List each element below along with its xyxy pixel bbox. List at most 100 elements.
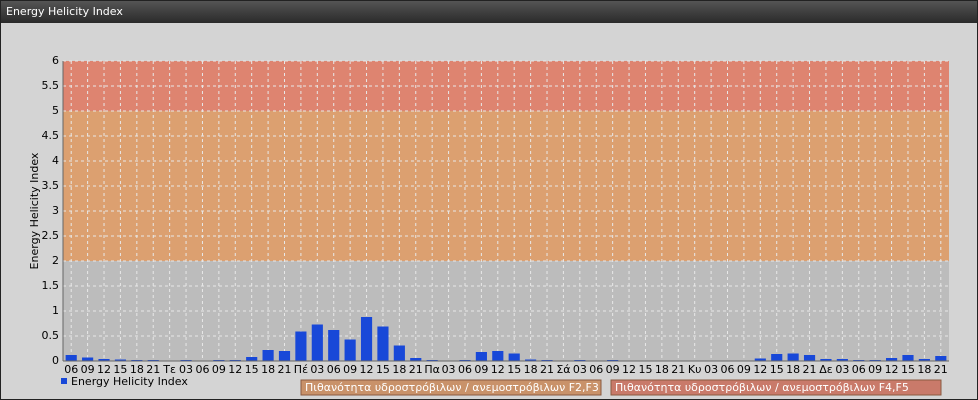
x-tick-label: 15 xyxy=(638,363,652,376)
x-tick-label: 12 xyxy=(753,363,767,376)
x-tick-label: Πέ xyxy=(294,363,308,376)
y-tick-label: 5 xyxy=(52,104,59,117)
x-tick-label: 09 xyxy=(737,363,751,376)
x-tick-label: 03 xyxy=(704,363,718,376)
bar xyxy=(295,331,307,361)
bar xyxy=(410,358,422,361)
bar xyxy=(246,357,258,361)
x-tick-label: 21 xyxy=(540,363,554,376)
y-tick-label: 3 xyxy=(52,204,59,217)
x-tick-label: 03 xyxy=(835,363,849,376)
x-tick-label: 21 xyxy=(803,363,817,376)
bar xyxy=(311,324,323,361)
chart: Energy Helicity Index 0 0.5 1 1.5 2 2.5 3 3.5 4 4… xyxy=(28,54,949,396)
y-tick-label: 2.5 xyxy=(42,229,60,242)
x-tick-label: 21 xyxy=(409,363,423,376)
x-tick-label: 06 xyxy=(195,363,209,376)
bar xyxy=(475,352,487,361)
bar xyxy=(114,359,127,361)
bar xyxy=(360,317,373,361)
x-tick-label: 15 xyxy=(245,363,259,376)
x-tick-label: 12 xyxy=(360,363,374,376)
x-tick-label: 09 xyxy=(606,363,620,376)
x-tick-label: 06 xyxy=(327,363,341,376)
x-tick-label: 06 xyxy=(721,363,735,376)
x-tick-label: 18 xyxy=(524,363,538,376)
x-tick-label: 06 xyxy=(589,363,603,376)
x-tick-label: 18 xyxy=(917,363,931,376)
bar xyxy=(492,351,504,361)
bar xyxy=(836,359,848,361)
bar xyxy=(820,359,832,361)
y-tick-label: 4 xyxy=(52,154,59,167)
x-tick-label: 21 xyxy=(278,363,292,376)
x-tick-label: 12 xyxy=(228,363,242,376)
bar xyxy=(885,358,898,361)
x-tick-label: 03 xyxy=(573,363,587,376)
y-tick-label: 0 xyxy=(52,354,59,367)
x-tick-label: 15 xyxy=(507,363,521,376)
y-tick-label: 1 xyxy=(52,304,59,317)
y-tick-label: 5.5 xyxy=(42,79,60,92)
bar xyxy=(65,355,77,361)
band-legend-box xyxy=(300,379,602,396)
bar xyxy=(525,359,537,361)
y-tick-label: 1.5 xyxy=(42,279,60,292)
x-tick-label: 15 xyxy=(770,363,784,376)
x-tick-label: 18 xyxy=(392,363,406,376)
y-tick-label: 6 xyxy=(52,54,59,67)
x-tick-label: Δε xyxy=(819,363,833,376)
window-title: Energy Helicity Index xyxy=(1,1,977,23)
y-tick-label: 3.5 xyxy=(42,179,60,192)
legend-label: Energy Helicity Index xyxy=(71,375,188,388)
x-tick-label: 18 xyxy=(655,363,669,376)
x-tick-label: 18 xyxy=(786,363,800,376)
x-tick-label: 09 xyxy=(343,363,357,376)
bar xyxy=(278,351,291,361)
x-tick-label: 12 xyxy=(491,363,505,376)
x-tick-label: 06 xyxy=(458,363,472,376)
x-tick-label: 21 xyxy=(146,363,160,376)
x-tick-label: 21 xyxy=(671,363,685,376)
band-legend-label: Πιθανότητα υδροστρόβιλων / ανεμοστρόβιλω… xyxy=(305,381,599,394)
x-tick-label: 09 xyxy=(212,363,226,376)
bar xyxy=(377,326,389,361)
x-tick-label: 12 xyxy=(885,363,899,376)
bar xyxy=(902,355,914,361)
x-tick-label: 15 xyxy=(901,363,915,376)
bar xyxy=(393,345,405,361)
bar xyxy=(935,356,947,361)
x-tick-label: Πα xyxy=(424,363,440,376)
x-tick-label: 09 xyxy=(474,363,488,376)
x-tick-label: 18 xyxy=(261,363,275,376)
band-legend-box xyxy=(610,379,942,396)
x-tick-label: Κυ xyxy=(688,363,702,376)
bar xyxy=(771,354,783,361)
x-tick-label: 03 xyxy=(179,363,193,376)
x-tick-label: 03 xyxy=(310,363,324,376)
x-tick-label: Τε xyxy=(162,363,176,376)
x-tick-label: 15 xyxy=(376,363,390,376)
y-tick-label: 2 xyxy=(52,254,59,267)
bar xyxy=(328,330,340,361)
x-tick-label: 18 xyxy=(130,363,144,376)
x-tick-label: 12 xyxy=(622,363,636,376)
y-axis-title: Energy Helicity Index xyxy=(28,152,41,269)
legend-swatch xyxy=(61,378,67,384)
x-tick-label: 09 xyxy=(81,363,95,376)
x-tick-label: 06 xyxy=(852,363,866,376)
x-tick-label: Σά xyxy=(556,363,570,376)
x-tick-label: 15 xyxy=(113,363,127,376)
band-legend-label: Πιθανότητα υδροστρόβιλων / ανεμοστρόβιλω… xyxy=(615,381,909,394)
y-tick-label: 0.5 xyxy=(42,329,60,342)
x-tick-label: 21 xyxy=(934,363,948,376)
bar xyxy=(262,350,274,361)
bar xyxy=(98,359,110,361)
x-tick-label: 12 xyxy=(97,363,111,376)
x-tick-label: 03 xyxy=(442,363,456,376)
bar xyxy=(803,355,816,361)
bar xyxy=(918,359,930,361)
bar xyxy=(82,357,94,361)
bar xyxy=(508,353,520,361)
